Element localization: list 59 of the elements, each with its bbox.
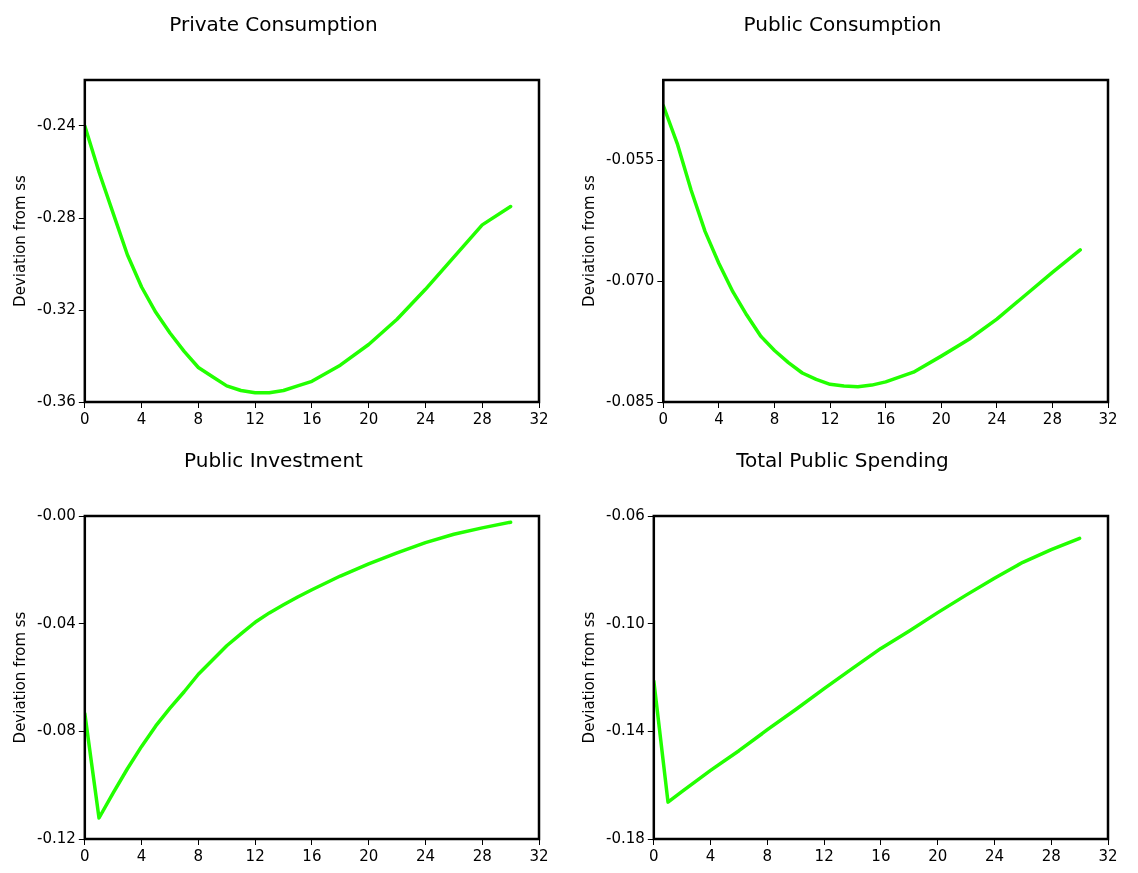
y-tick-label: -0.085 <box>606 391 655 410</box>
y-axis-title: Deviation from ss <box>579 174 598 307</box>
x-tick-label: 8 <box>769 409 780 428</box>
x-tick-label: 20 <box>928 846 948 865</box>
x-tick-label: 16 <box>302 846 322 865</box>
y-tick-label: -0.070 <box>606 271 655 290</box>
y-tick-label: -0.32 <box>37 299 76 318</box>
y-tick-label: -0.08 <box>37 721 76 740</box>
x-tick-label: 24 <box>987 409 1007 428</box>
x-tick-label: 32 <box>1098 846 1118 865</box>
x-tick-label: 8 <box>193 846 204 865</box>
x-tick-label: 24 <box>415 409 435 428</box>
x-tick-label: 0 <box>658 409 669 428</box>
x-tick-label: 24 <box>415 846 435 865</box>
x-tick-label: 28 <box>472 409 492 428</box>
y-axis-title: Deviation from ss <box>579 611 598 744</box>
x-tick-label: 0 <box>80 409 90 428</box>
y-tick-label: -0.06 <box>606 505 645 524</box>
y-axis-title: Deviation from ss <box>10 174 29 307</box>
y-tick-label: -0.36 <box>37 391 76 410</box>
x-tick-label: 28 <box>472 846 492 865</box>
x-tick-label: 12 <box>820 409 840 428</box>
x-tick-label: 12 <box>245 409 265 428</box>
x-tick-label: 20 <box>931 409 951 428</box>
x-tick-label: 8 <box>193 409 204 428</box>
chart-title: Total Public Spending <box>735 448 949 473</box>
x-tick-label: 20 <box>359 409 379 428</box>
x-tick-label: 32 <box>529 409 549 428</box>
y-tick-label: -0.14 <box>606 721 645 740</box>
x-tick-label: 16 <box>302 409 322 428</box>
x-tick-label: 20 <box>359 846 379 865</box>
x-tick-label: 28 <box>1041 846 1061 865</box>
y-axis-title: Deviation from ss <box>10 611 29 744</box>
y-tick-label: -0.04 <box>37 613 76 632</box>
y-tick-label: -0.12 <box>37 828 76 847</box>
x-tick-label: 16 <box>871 846 891 865</box>
x-tick-label: 4 <box>705 846 716 865</box>
x-tick-label: 4 <box>136 409 147 428</box>
chart-title: Public Consumption <box>743 12 942 37</box>
chart-title: Private Consumption <box>169 12 378 37</box>
x-tick-label: 4 <box>136 846 147 865</box>
x-tick-label: 16 <box>876 409 896 428</box>
y-tick-label: -0.00 <box>37 505 76 524</box>
x-tick-label: 4 <box>714 409 724 428</box>
y-tick-label: -0.28 <box>37 207 76 226</box>
x-tick-label: 0 <box>649 846 659 865</box>
x-tick-label: 12 <box>245 846 265 865</box>
x-tick-label: 8 <box>762 846 773 865</box>
chart-title: Public Investment <box>184 448 364 473</box>
y-tick-label: -0.24 <box>37 115 76 134</box>
y-tick-label: -0.055 <box>606 150 655 169</box>
x-tick-label: 12 <box>814 846 834 865</box>
x-tick-label: 28 <box>1042 409 1062 428</box>
x-tick-label: 24 <box>984 846 1004 865</box>
y-tick-label: -0.18 <box>606 828 645 847</box>
y-tick-label: -0.10 <box>606 613 645 632</box>
x-tick-label: 32 <box>1098 409 1118 428</box>
x-tick-label: 32 <box>529 846 549 865</box>
x-tick-label: 0 <box>80 846 90 865</box>
